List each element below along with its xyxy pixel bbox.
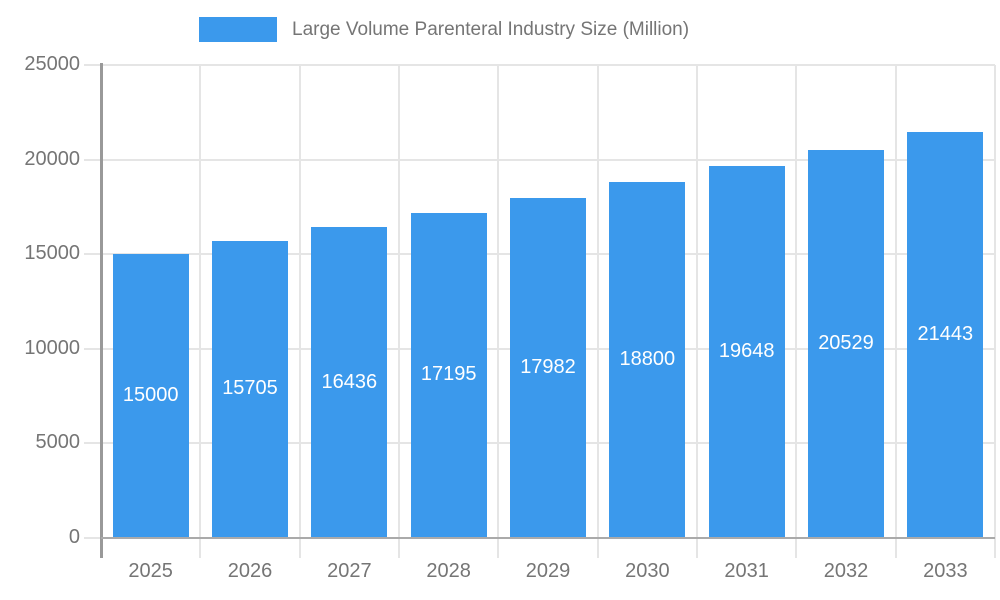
x-tick-label-2026: 2026 [227,560,273,582]
y-tick-label-10000: 10000 [24,336,80,359]
gridline-y-20000 [84,158,995,161]
x-tick-label-2032: 2032 [823,560,869,582]
bar-2025 [112,254,189,538]
x-tick-label-2033: 2033 [923,560,968,582]
x-tick-label-2031: 2031 [724,560,769,582]
gridline-x-boundary-6 [696,65,698,558]
bar-2027 [311,227,388,538]
x-tick-label-2028: 2028 [426,560,471,582]
gridline-x-boundary-3 [398,65,400,558]
y-tick-label-0: 0 [68,526,80,548]
y-tick-label-25000: 25000 [24,53,80,75]
bar-2029 [510,197,586,538]
gridline-x-boundary-5 [596,65,599,558]
gridline-x-boundary-9 [994,65,996,558]
gridline-x-boundary-1 [199,65,202,558]
gridline-x-boundary-4 [497,65,500,558]
y-axis-line [100,63,103,558]
y-tick-label-20000: 20000 [24,147,80,170]
x-tick-label-2025: 2025 [128,560,173,582]
x-axis-baseline [101,537,995,539]
legend-item[interactable]: Large Volume Parenteral Industry Size (M… [199,17,689,42]
x-tick-label-2027: 2027 [327,560,372,582]
bar-2028 [410,212,487,538]
bar-2033 [907,132,984,538]
gridline-y-25000 [84,64,995,66]
bar-2030 [609,182,686,538]
tick-y-0 [84,537,101,539]
legend-swatch [199,17,277,42]
y-tick-label-5000: 5000 [35,431,81,454]
gridline-x-boundary-8 [894,65,897,558]
legend-label: Large Volume Parenteral Industry Size (M… [292,18,690,40]
x-tick-label-2030: 2030 [625,560,670,582]
bar-2031 [708,166,785,538]
x-tick-label-2029: 2029 [525,560,571,582]
y-tick-label-15000: 15000 [24,242,80,265]
bar-2032 [808,149,884,538]
gridline-x-boundary-2 [298,65,301,558]
bar-2026 [212,240,288,538]
gridline-x-boundary-7 [795,65,798,558]
